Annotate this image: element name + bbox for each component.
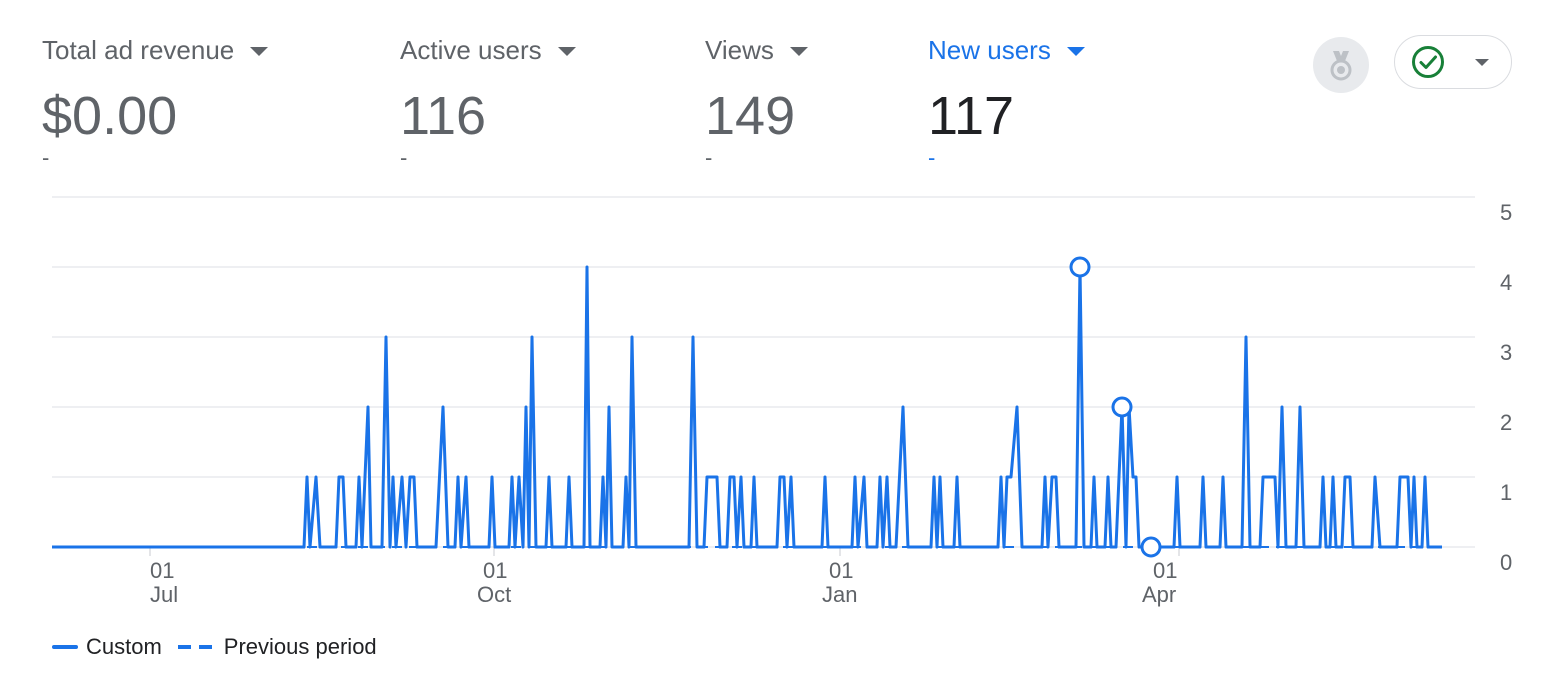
y-tick-label: 0 bbox=[1500, 550, 1512, 575]
legend-item-custom[interactable]: Custom bbox=[52, 634, 162, 660]
metric-value: 149 bbox=[705, 86, 796, 146]
data-point-marker[interactable] bbox=[1140, 536, 1162, 558]
metric-delta: - bbox=[42, 145, 50, 170]
metric-value: $0.00 bbox=[42, 86, 178, 146]
data-quality-status-button[interactable] bbox=[1394, 35, 1512, 89]
x-tick-month: Apr bbox=[1142, 582, 1176, 607]
dropdown-caret-icon[interactable] bbox=[557, 46, 576, 56]
y-tick-label: 4 bbox=[1500, 270, 1512, 295]
x-tick-day: 01 bbox=[1153, 558, 1177, 583]
x-tick-month: Jul bbox=[150, 582, 178, 607]
x-tick-day: 01 bbox=[829, 558, 853, 583]
check-circle-icon bbox=[1412, 46, 1444, 78]
x-tick-day: 01 bbox=[150, 558, 174, 583]
chart-series bbox=[52, 265, 1442, 549]
legend-swatch-dashed bbox=[177, 645, 214, 649]
data-point-marker[interactable] bbox=[1111, 396, 1133, 418]
dropdown-caret-icon[interactable] bbox=[250, 46, 269, 56]
insights-medal-button[interactable] bbox=[1313, 37, 1369, 93]
dropdown-caret-icon[interactable] bbox=[1066, 46, 1085, 56]
y-tick-label: 1 bbox=[1500, 480, 1512, 505]
metric-value: 116 bbox=[400, 86, 487, 146]
legend-item-previous-period[interactable]: Previous period bbox=[177, 634, 377, 660]
metric-label: Total ad revenue bbox=[42, 35, 235, 65]
metric-label: Views bbox=[705, 35, 774, 65]
medal-icon bbox=[1330, 51, 1352, 81]
metric-label: Active users bbox=[400, 35, 542, 65]
x-tick-month: Jan bbox=[822, 582, 857, 607]
y-tick-label: 2 bbox=[1500, 410, 1512, 435]
metric-views[interactable]: Views 149 - bbox=[705, 30, 808, 170]
legend-label: Custom bbox=[86, 634, 162, 659]
x-tick-month: Oct bbox=[477, 582, 511, 607]
metric-selector[interactable]: New users bbox=[928, 30, 1085, 70]
x-axis-labels: 01 Jul 01 Oct 01 Jan 01 Apr bbox=[150, 558, 1177, 607]
metric-label: New users bbox=[928, 35, 1051, 65]
y-tick-label: 5 bbox=[1500, 200, 1512, 225]
legend-label: Previous period bbox=[223, 634, 377, 659]
series-line-custom bbox=[52, 265, 1442, 549]
legend-swatch-solid bbox=[52, 645, 78, 649]
metric-total-ad-revenue[interactable]: Total ad revenue $0.00 - bbox=[42, 30, 269, 170]
metric-delta: - bbox=[400, 145, 408, 170]
chevron-down-icon bbox=[1475, 58, 1489, 66]
chart-highlight-points[interactable] bbox=[1069, 256, 1162, 558]
y-axis-labels: 5 4 3 2 1 0 bbox=[1500, 200, 1512, 575]
chart-legend: Custom Previous period bbox=[52, 634, 393, 660]
metric-selector[interactable]: Total ad revenue bbox=[42, 30, 269, 70]
metric-value: 117 bbox=[928, 86, 1015, 146]
data-point-marker[interactable] bbox=[1069, 256, 1091, 278]
metric-delta: - bbox=[928, 145, 936, 170]
metric-selector[interactable]: Active users bbox=[400, 30, 576, 70]
x-tick-day: 01 bbox=[483, 558, 507, 583]
dropdown-caret-icon[interactable] bbox=[789, 46, 808, 56]
metric-delta: - bbox=[705, 145, 713, 170]
metric-active-users[interactable]: Active users 116 - bbox=[400, 30, 576, 170]
metric-new-users[interactable]: New users 117 - bbox=[928, 30, 1085, 170]
metric-selector[interactable]: Views bbox=[705, 30, 808, 70]
y-tick-label: 3 bbox=[1500, 340, 1512, 365]
